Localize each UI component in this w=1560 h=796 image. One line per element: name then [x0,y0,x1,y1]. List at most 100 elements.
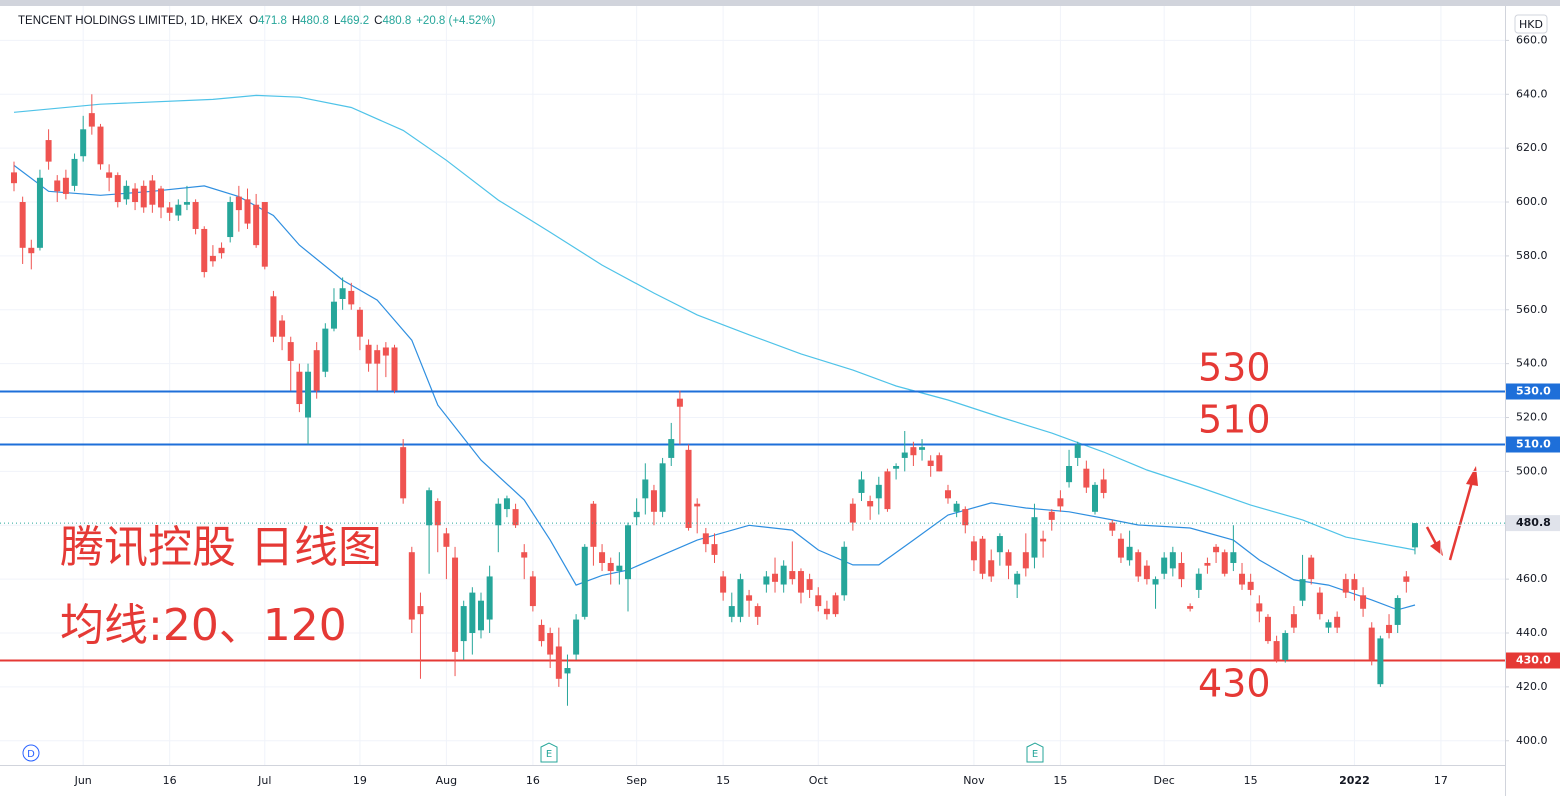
candle-body [1014,573,1021,585]
candle-body [97,126,104,165]
event-marker[interactable] [540,742,558,763]
candle-body [581,546,588,617]
candle-body [607,562,614,572]
candle-body [521,552,528,558]
candle-body [1195,573,1202,590]
candle-body [503,498,510,510]
event-label: E [1032,749,1038,760]
annotation: 510 [1198,398,1271,442]
candle-body [183,202,190,205]
candle-body [858,479,865,493]
candle-body [201,228,208,273]
event-marker[interactable] [1026,742,1044,763]
candle-body [1273,641,1280,660]
candle-body [1040,538,1047,542]
candle-body [1048,511,1055,520]
candle-body [192,202,199,229]
grid [0,6,1505,765]
candle-body [1247,581,1254,590]
candle-body [339,288,346,299]
candle-body [71,158,78,186]
ohlc-values: O471.8 H480.8 L469.2 C480.8 [249,15,416,27]
candle-body [1325,622,1332,628]
candle-body [919,447,926,450]
candle-body [538,624,545,642]
candle-body [625,525,632,580]
candle-body [495,503,502,526]
candle-body [1394,597,1401,625]
candle-body [1411,523,1418,548]
level-tag-label: 530.0 [1516,385,1551,398]
candle-body [547,633,554,655]
candle-body [772,573,779,582]
legend: TENCENT HOLDINGS LIMITED, 1D, HKEX O471.… [18,15,501,27]
event-marker[interactable] [22,744,40,762]
candle-body [901,452,908,458]
candle-body [356,309,363,337]
candle-body [209,255,216,262]
candle-body [650,490,657,512]
y-tick-label: 500.0 [1516,464,1548,477]
annotation: 530 [1198,346,1271,390]
candle-body [789,571,796,580]
moving-average [13,164,1416,611]
currency-box[interactable] [1514,14,1548,34]
candle-body [564,668,571,674]
candle-body [382,347,389,356]
y-tick-label: 460.0 [1516,572,1548,585]
candle-body [1152,579,1159,585]
candle-body [1342,579,1349,593]
candle-body [1109,522,1116,531]
candle-body [1126,546,1133,561]
candle-body [1386,624,1393,634]
y-tick-label: 540.0 [1516,357,1548,370]
candle-body [1031,517,1038,558]
candle-body [823,608,830,615]
candle-body [1351,579,1358,590]
candle-body [668,439,675,458]
candle-body [1334,616,1341,628]
candle-body [1005,552,1012,566]
candle-body [642,479,649,499]
candle-body [227,202,234,238]
candle-body [1066,466,1073,483]
candle-body [1074,444,1081,458]
candle-body [54,180,61,192]
candle-body [1230,552,1237,563]
x-tick-label: Sep [626,774,647,787]
candle-body [296,371,303,405]
y-tick-label: 620.0 [1516,141,1548,154]
candle-body [599,552,606,563]
candle-body [140,185,147,208]
candle-body [62,177,69,194]
candle-body [806,579,813,590]
candle-body [408,552,415,620]
candle-body [313,350,320,391]
candle-body [1178,562,1185,580]
y-tick-label: 580.0 [1516,249,1548,262]
x-tick-label: 2022 [1339,774,1370,787]
level-tag [1506,436,1560,453]
candle-body [841,546,848,596]
candle-body [702,533,709,545]
candle-body [754,606,761,617]
candle-body [685,449,692,528]
candle-body [1161,557,1168,574]
candle-body [1299,579,1306,601]
y-tick-label: 520.0 [1516,411,1548,424]
candle-body [1282,633,1289,660]
candle-body [529,576,536,607]
candle-body [676,398,683,407]
candle-body [616,565,623,572]
candle-body [149,180,156,205]
candle-body [1264,616,1271,642]
candle-body [477,600,484,631]
candle-body [1368,627,1375,660]
candle-body [1239,573,1246,585]
candle-body [962,509,969,526]
candle-body [11,172,17,184]
event-label: E [546,749,552,760]
candle-body [434,501,441,526]
